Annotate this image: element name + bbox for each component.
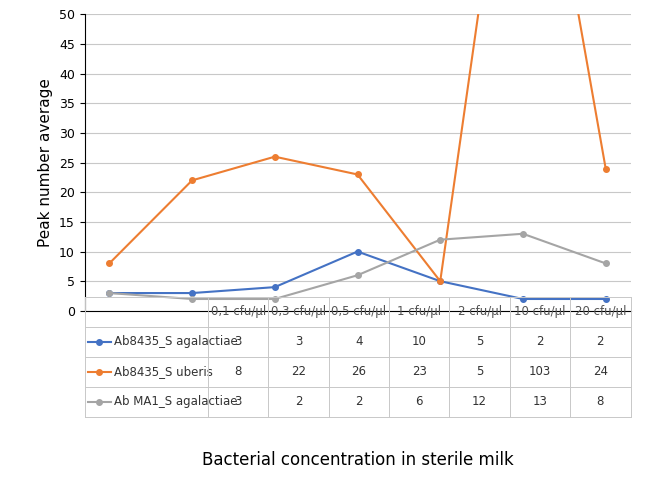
Text: 8: 8 <box>597 395 604 408</box>
Text: 3: 3 <box>295 335 302 348</box>
Text: 5: 5 <box>476 365 484 378</box>
Ab8435_S uberis <box>105 261 113 266</box>
Text: 10 cfu/µl: 10 cfu/µl <box>514 306 566 319</box>
Text: 22: 22 <box>291 365 306 378</box>
Text: 2: 2 <box>597 335 604 348</box>
Ab MA1_S agalactiae <box>354 273 361 278</box>
Text: 10: 10 <box>412 335 426 348</box>
Text: 2: 2 <box>295 395 302 408</box>
Ab8435_S uberis <box>354 171 361 177</box>
Text: 20 cfu/µl: 20 cfu/µl <box>575 306 626 319</box>
Text: 13: 13 <box>532 395 547 408</box>
Text: 1 cfu/µl: 1 cfu/µl <box>397 306 441 319</box>
Ab MA1_S agalactiae <box>271 296 279 302</box>
Ab8435_S uberis <box>602 166 610 171</box>
Ab MA1_S agalactiae <box>602 261 610 266</box>
Ab8435_S agalactiae <box>105 290 113 296</box>
Ab MA1_S agalactiae <box>519 231 527 237</box>
Ab8435_S agalactiae <box>602 296 610 302</box>
Ab8435_S agalactiae <box>519 296 527 302</box>
Text: 4: 4 <box>355 335 363 348</box>
Text: 103: 103 <box>529 365 551 378</box>
Ab MA1_S agalactiae <box>436 237 444 242</box>
Ab8435_S agalactiae <box>271 284 279 290</box>
Ab8435_S uberis <box>188 178 196 183</box>
Y-axis label: Peak number average: Peak number average <box>38 78 53 247</box>
Ab8435_S agalactiae <box>188 290 196 296</box>
Text: 0,1 cfu/µl: 0,1 cfu/µl <box>211 306 266 319</box>
Text: 5: 5 <box>476 335 484 348</box>
Text: 2: 2 <box>536 335 543 348</box>
Text: Ab MA1_S agalactiae: Ab MA1_S agalactiae <box>114 395 237 408</box>
Text: 12: 12 <box>472 395 487 408</box>
Text: 26: 26 <box>352 365 367 378</box>
Ab8435_S uberis <box>436 278 444 284</box>
Text: 3: 3 <box>235 335 242 348</box>
Ab8435_S agalactiae <box>354 249 361 254</box>
Text: 0,5 cfu/µl: 0,5 cfu/µl <box>332 306 387 319</box>
Text: 8: 8 <box>235 365 242 378</box>
Ab MA1_S agalactiae <box>188 296 196 302</box>
Line: Ab MA1_S agalactiae: Ab MA1_S agalactiae <box>107 231 608 302</box>
Text: 2 cfu/µl: 2 cfu/µl <box>458 306 502 319</box>
Text: 3: 3 <box>235 395 242 408</box>
Text: Ab8435_S uberis: Ab8435_S uberis <box>114 365 213 378</box>
Text: Ab8435_S agalactiae: Ab8435_S agalactiae <box>114 335 237 348</box>
Text: 0,3 cfu/µl: 0,3 cfu/µl <box>271 306 326 319</box>
Text: 24: 24 <box>593 365 608 378</box>
Ab8435_S agalactiae <box>436 278 444 284</box>
Text: Bacterial concentration in sterile milk: Bacterial concentration in sterile milk <box>202 451 514 469</box>
Text: 2: 2 <box>355 395 363 408</box>
Text: 6: 6 <box>415 395 423 408</box>
Text: 23: 23 <box>412 365 426 378</box>
Ab MA1_S agalactiae <box>105 290 113 296</box>
Ab8435_S uberis <box>271 154 279 160</box>
Line: Ab8435_S agalactiae: Ab8435_S agalactiae <box>107 249 608 302</box>
Line: Ab8435_S uberis: Ab8435_S uberis <box>107 0 608 284</box>
